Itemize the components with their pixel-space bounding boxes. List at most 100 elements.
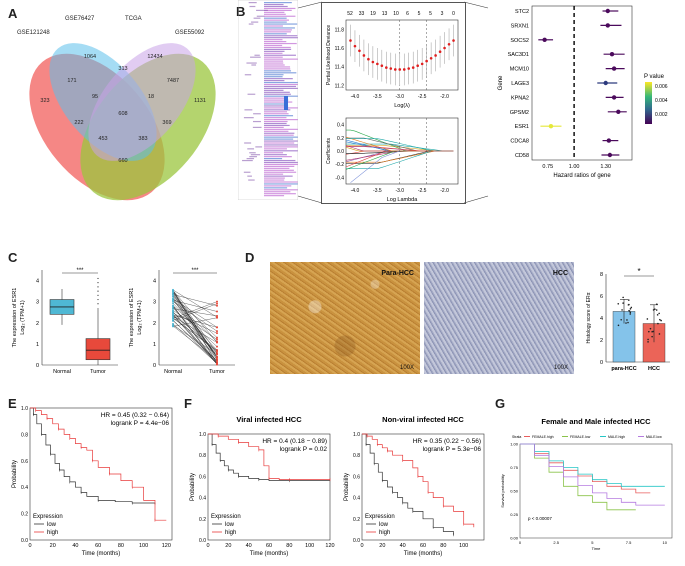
heatmap-cell <box>264 35 298 37</box>
connector-left <box>297 1 323 204</box>
heatmap-cell <box>264 165 295 167</box>
heatmap-cell <box>264 177 285 179</box>
lasso-cv-ytick: 11.4 <box>335 65 345 71</box>
heatmap-cell <box>264 37 300 39</box>
paired-point-normal <box>172 319 174 322</box>
heatmap-cell <box>264 93 291 95</box>
heatmap-cell <box>264 42 297 45</box>
histo-dot <box>656 303 658 305</box>
histo-dot <box>617 324 620 327</box>
lasso-coef-xlabel: Log Lambda <box>387 197 419 203</box>
lasso-cv-top-tick: 10 <box>393 11 399 17</box>
paired-line <box>172 323 218 364</box>
km-frame <box>361 433 485 541</box>
paired-point-tumor <box>216 304 218 307</box>
histo-dot <box>629 313 632 315</box>
lasso-cv-point <box>358 49 361 53</box>
heatmap-cell <box>256 9 268 11</box>
heatmap-cell <box>264 189 300 191</box>
lasso-cv-point <box>447 42 451 46</box>
panel-letter-d: D <box>245 250 255 265</box>
lasso-coef-ytick: -0.2 <box>335 162 344 168</box>
heatmap-cell <box>264 185 292 187</box>
lasso-coef-xtick: -2.5 <box>418 188 427 194</box>
boxplot-ytick: 4 <box>36 279 39 285</box>
heatmap-cell <box>264 124 290 127</box>
heatmap-cell <box>249 156 257 158</box>
heatmap-cell <box>250 56 261 58</box>
panel-letter-c: C <box>8 250 18 265</box>
heatmap-cell <box>264 76 283 78</box>
km-xtick: 120 <box>325 543 334 549</box>
histo-dot <box>628 310 631 312</box>
lasso-cv-top-tick: 5 <box>429 11 432 17</box>
heatmap-cell <box>264 134 294 136</box>
paired-point-tumor <box>216 332 218 335</box>
histo-sig: * <box>637 267 640 276</box>
km-ytick: 0.0 <box>353 538 360 544</box>
heatmap-cell <box>264 169 294 171</box>
histo-category: HCC <box>648 366 660 372</box>
heatmap-cell <box>264 158 283 160</box>
km-g-legend-label: FEMALE.low <box>570 435 591 439</box>
histo-dot <box>625 322 627 324</box>
heatmap-cell <box>244 142 252 144</box>
lasso-coef-ytick: -0.4 <box>335 175 344 181</box>
heatmap-cell <box>264 187 288 189</box>
km-xlabel: Time (months) <box>250 551 288 557</box>
venn-count: 18 <box>148 94 154 100</box>
forest-point <box>606 138 612 143</box>
km-plot-e: 0.0 0.2 0.4 0.6 0.8 1.0 0 20 40 60 80 100 120 Time (m… <box>12 406 173 557</box>
heatmap-cell <box>264 173 284 175</box>
heatmap-cell <box>264 140 299 142</box>
histo-dot <box>648 330 650 333</box>
paired-line <box>172 305 218 347</box>
km-g-ytick: 0.50 <box>510 489 519 494</box>
km-legend-low: low <box>379 522 389 528</box>
lasso-cv-point <box>367 57 370 61</box>
paired-point-normal <box>172 300 174 303</box>
boxplot-outlier <box>97 294 99 296</box>
histo-dot <box>660 319 662 322</box>
panel-letter-e: E <box>8 396 17 411</box>
heatmap-cell <box>249 5 256 8</box>
forest-gene-label: SAC3D1 <box>508 52 529 58</box>
heatmap-cell <box>254 54 260 56</box>
heatmap-cell <box>244 109 253 111</box>
heatmap-cell <box>264 66 291 68</box>
km-g-ytick: 0.25 <box>510 512 519 517</box>
lasso-coef-ylabel: Coefficients <box>326 137 332 164</box>
histo-dot <box>647 338 649 341</box>
km-frame <box>207 433 331 541</box>
heatmap-cell <box>264 150 302 152</box>
forest-gene-label: SOCS2 <box>510 38 529 44</box>
heatmap-cell <box>247 148 255 150</box>
heatmap-cell <box>256 15 265 17</box>
paired-line <box>172 289 218 318</box>
histo-dot <box>654 308 656 311</box>
heatmap-cell <box>264 83 300 86</box>
heatmap-cell <box>264 113 289 115</box>
venn-label-gse121248: GSE121248 <box>17 30 50 36</box>
km-plot-g: Female and Male infected HCC Strata FEMALE… <box>500 417 673 551</box>
forest-point <box>542 37 547 42</box>
venn-set-tcga <box>88 43 196 161</box>
heatmap-cell <box>264 62 284 64</box>
km-g-legend-label: MALE.low <box>646 435 662 439</box>
heatmap-cell <box>264 191 291 193</box>
km-xtick: 100 <box>459 543 468 549</box>
histo-dot <box>658 333 661 335</box>
heatmap-cell <box>264 163 301 166</box>
heatmap-cell <box>264 105 289 107</box>
heatmap-cell <box>264 128 302 130</box>
paired-point-normal <box>172 322 174 325</box>
km-ytick: 1.0 <box>199 432 206 438</box>
esr1-boxplot: 4 3 2 1 0 The expression of ESR1 Log₂ (TPM+1) N… <box>12 268 118 375</box>
km-xtick: 80 <box>286 543 292 549</box>
heatmap-cell <box>264 119 300 121</box>
km-xtick: 20 <box>379 543 385 549</box>
lasso-cv-ylabel: Partial Likelihood Deviance <box>326 25 332 86</box>
lasso-coef-plot: 0.4 0.2 0.0 -0.2 -0.4 -4.0 -3.5 -3.0 -2.5 -2.0 Log… <box>326 117 459 203</box>
boxplot-outlier <box>97 303 99 305</box>
heatmap-cell <box>264 91 290 93</box>
